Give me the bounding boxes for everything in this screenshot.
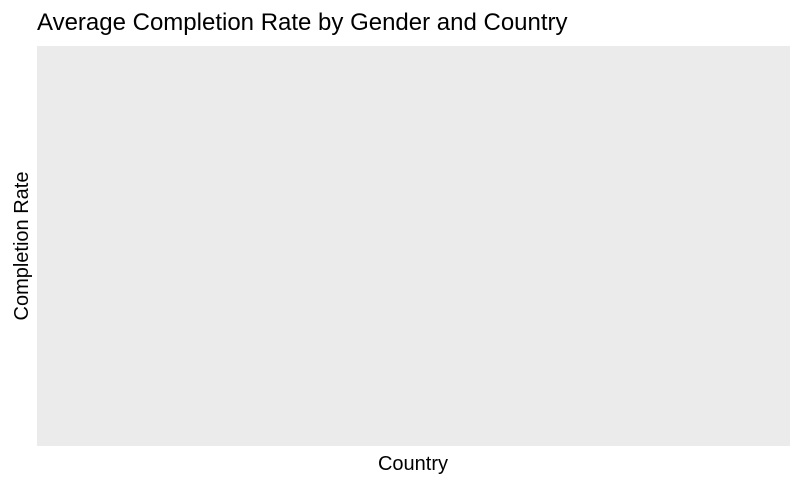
- plot-panel: [37, 46, 790, 446]
- x-axis-label: Country: [378, 453, 448, 475]
- y-axis-label: Completion Rate: [11, 172, 33, 321]
- chart-title: Average Completion Rate by Gender and Co…: [37, 9, 568, 36]
